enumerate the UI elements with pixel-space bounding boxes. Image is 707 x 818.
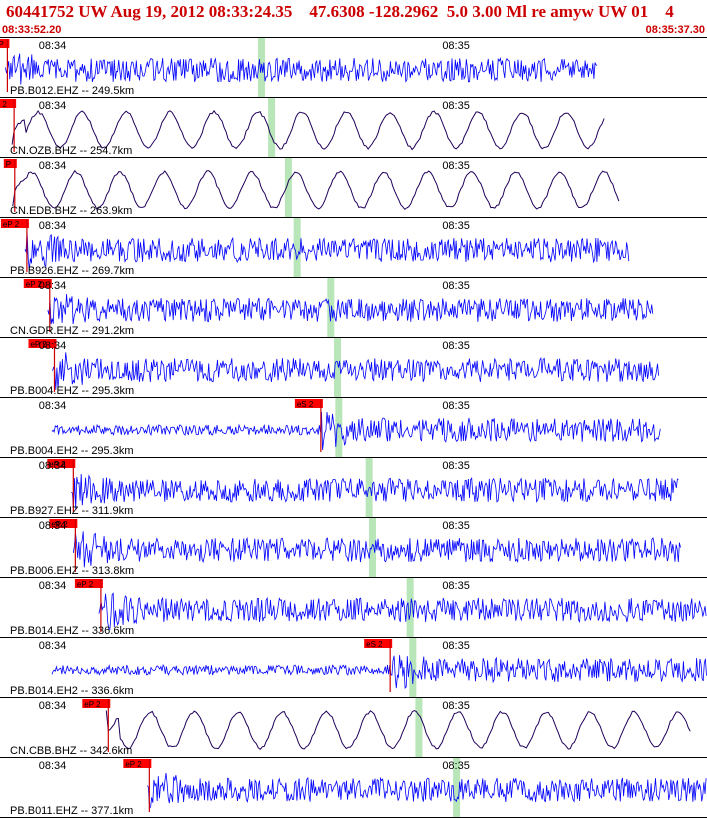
tick-label: 08:35 (442, 220, 470, 232)
station-label: PB.B927.EHZ -- 311.9km (10, 505, 133, 517)
pick-label: eP 2 (49, 460, 66, 469)
waveform-trace (47, 294, 654, 325)
pick-label: eP 2 (84, 700, 101, 709)
station-label: PB.B011.EHZ -- 377.1km (10, 805, 133, 817)
pick-box (3, 159, 17, 168)
tick-label: 08:34 (39, 40, 67, 52)
tick-label: 08:35 (442, 580, 470, 592)
phase-window-band (453, 758, 461, 818)
tick-label: 08:34 (39, 580, 67, 592)
waveform-trace (72, 531, 681, 568)
pick-box (74, 579, 103, 588)
tick-label: 08:34 (39, 460, 67, 472)
phase-window-band (284, 158, 292, 218)
phase-window-band (293, 218, 301, 278)
waveform-trace (146, 773, 707, 810)
station-label: CN.CBB.BHZ -- 342.6km (10, 745, 132, 757)
pick-box (364, 639, 393, 648)
pick-label: eP 2 (51, 520, 68, 529)
event-title: 60441752 UW Aug 19, 2012 08:33:24.35 47.… (6, 2, 674, 21)
pick-box (47, 459, 76, 468)
pick-box (294, 399, 323, 408)
tick-label: 08:35 (442, 460, 470, 472)
station-label: CN.OZB.BHZ -- 254.7km (10, 145, 132, 157)
pick-label: P (6, 160, 11, 169)
waveform-trace (98, 592, 707, 631)
phase-window-band (268, 98, 276, 158)
phase-window-band (409, 638, 417, 698)
tick-label: 08:35 (442, 700, 470, 712)
tick-label: 08:34 (39, 400, 67, 412)
pick-label: eP 2 (77, 580, 94, 589)
tick-label: 08:35 (442, 100, 470, 112)
tick-label: 08:34 (39, 160, 67, 172)
phase-window-band (415, 698, 423, 758)
pick-label: eP 2 (26, 280, 43, 289)
tick-label: 08:34 (39, 100, 67, 112)
station-label: PB.B004.EHZ -- 295.3km (10, 385, 134, 397)
station-label: CN.GDR.EHZ -- 291.2km (10, 325, 134, 337)
pick-label: P (0, 40, 4, 49)
waveform-trace (11, 109, 605, 151)
tick-label: 08:35 (442, 760, 470, 772)
pick-box (0, 219, 29, 228)
tick-label: 08:34 (39, 220, 67, 232)
station-label: PB.B014.EH2 -- 336.6km (10, 685, 134, 697)
tick-label: 08:35 (442, 40, 470, 52)
waveform-trace (71, 473, 679, 509)
waveform-trace (5, 53, 598, 85)
station-label: PB.B014.EHZ -- 336.6km (10, 625, 134, 637)
pick-box (0, 99, 17, 108)
phase-window-band (334, 338, 342, 398)
tick-label: 08:34 (39, 640, 67, 652)
waveform-trace (51, 655, 707, 689)
phase-window-band (406, 578, 414, 638)
window-start-time: 08:33:52.20 (2, 24, 62, 36)
waveform-trace (105, 710, 691, 750)
tick-label: 08:35 (442, 520, 470, 532)
pick-label: eP 2 (3, 220, 20, 229)
pick-box (28, 339, 57, 348)
pick-label: P 2 (0, 100, 8, 109)
tick-label: 08:34 (39, 520, 67, 532)
pick-box (0, 39, 10, 48)
waveform-trace (51, 411, 661, 450)
tick-label: 08:34 (39, 340, 67, 352)
waveform-trace (52, 352, 659, 390)
station-label: CN.EDB.BHZ -- 263.9km (10, 205, 132, 217)
station-label: PB.B006.EHZ -- 313.8km (10, 565, 134, 577)
pick-box (123, 759, 152, 768)
tick-label: 08:35 (442, 340, 470, 352)
tick-label: 08:35 (442, 640, 470, 652)
pick-label: eS 2 (297, 400, 314, 409)
tick-label: 08:34 (39, 700, 67, 712)
station-label: PB.B012.EHZ -- 249.5km (10, 85, 134, 97)
waveform-trace (24, 231, 630, 270)
pick-box (49, 519, 78, 528)
station-label: PB.B004.EH2 -- 295.3km (10, 445, 134, 457)
window-end-time: 08:35:37.30 (645, 24, 705, 36)
pick-label: eS 2 (366, 640, 383, 649)
tick-label: 08:34 (39, 280, 67, 292)
phase-window-band (327, 278, 335, 338)
pick-box (23, 279, 52, 288)
station-label: PB.B926.EHZ -- 269.7km (10, 265, 134, 277)
phase-window-band (335, 398, 343, 458)
waveform-trace (12, 169, 620, 210)
phase-window-band (368, 518, 376, 578)
tick-label: 08:35 (442, 280, 470, 292)
pick-label: eP 2 (30, 340, 47, 349)
tick-label: 08:35 (442, 400, 470, 412)
pick-box (82, 699, 111, 708)
tick-label: 08:35 (442, 160, 470, 172)
pick-label: eP 2 (125, 760, 142, 769)
event-header: 60441752 UW Aug 19, 2012 08:33:24.35 47.… (0, 0, 707, 38)
tick-label: 08:34 (39, 760, 67, 772)
